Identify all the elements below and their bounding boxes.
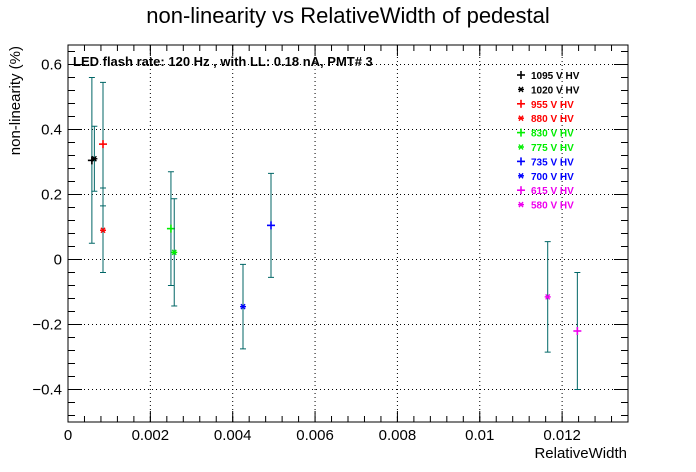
- legend-item: 1020 V HV: [518, 85, 580, 96]
- data-point: [99, 81, 107, 207]
- marker-stroke-d2: [100, 227, 106, 234]
- data-point: [240, 263, 246, 350]
- marker-stroke-d2: [171, 249, 177, 256]
- point-marker: [100, 227, 106, 234]
- point-marker: [91, 155, 98, 162]
- legend-marker: [517, 128, 525, 137]
- data-point: [100, 187, 106, 273]
- legend-item: 1095 V HV: [517, 71, 580, 82]
- data-point: [171, 198, 178, 307]
- legend-label: 615 V HV: [531, 186, 574, 197]
- y-tick-label: −0.2: [32, 317, 62, 334]
- legend-marker: [517, 157, 525, 166]
- marker-stroke-d2: [518, 201, 524, 208]
- legend-item: 955 V HV: [517, 99, 574, 111]
- point-marker: [99, 140, 107, 149]
- y-tick-label: 0.4: [41, 122, 62, 139]
- legend-item: 615 V HV: [517, 186, 574, 197]
- legend-label: 700 V HV: [531, 172, 574, 183]
- data-point: [544, 241, 551, 353]
- y-tick-label: −0.4: [32, 382, 62, 399]
- legend-marker: [517, 186, 525, 195]
- x-tick-label: 0: [64, 427, 72, 444]
- legend-item: 775 V HV: [518, 143, 574, 154]
- legend-marker: [518, 201, 524, 208]
- marker-stroke-d2: [518, 86, 524, 93]
- legend-item: 735 V HV: [517, 157, 574, 168]
- legend-label: 880 V HV: [531, 114, 574, 125]
- x-tick-label: 0.008: [379, 427, 417, 444]
- legend-label: 580 V HV: [531, 201, 574, 212]
- y-tick-label: 0.2: [41, 187, 62, 204]
- x-tick-label: 0.002: [132, 427, 170, 444]
- x-tick-label: 0.01: [465, 427, 494, 444]
- legend-label: 830 V HV: [531, 129, 574, 140]
- marker-stroke-d2: [518, 115, 524, 122]
- x-axis-title: RelativeWidth: [534, 445, 627, 462]
- legend-label: 775 V HV: [531, 143, 574, 154]
- data-point: [91, 125, 98, 192]
- marker-stroke-d2: [518, 144, 524, 150]
- legend-label: 735 V HV: [531, 157, 574, 168]
- legend-label: 1095 V HV: [531, 71, 580, 82]
- y-tick-label: 0.6: [41, 57, 62, 74]
- legend-marker: [518, 115, 524, 122]
- data-point: [573, 272, 582, 390]
- grid: [68, 45, 628, 422]
- point-marker: [573, 327, 582, 335]
- legend-item: 580 V HV: [518, 201, 574, 212]
- marker-stroke-d2: [240, 303, 246, 310]
- axis-ticks: 0 0.002 0.004 0.006 0.008 0.01 0.012 −0.4 −0.2 0 0…: [32, 45, 629, 444]
- x-tick-label: 0.004: [214, 427, 252, 444]
- legend-marker: [518, 86, 524, 93]
- legend-marker: [518, 144, 524, 150]
- legend-item: 830 V HV: [517, 128, 574, 140]
- legend-marker: [517, 71, 525, 79]
- x-tick-label: 0.012: [543, 427, 581, 444]
- legend-label: 1020 V HV: [531, 85, 580, 96]
- data-points: [87, 77, 582, 390]
- data-point: [267, 172, 275, 278]
- marker-stroke-d2: [545, 293, 551, 300]
- legend: 1095 V HV 1020 V HV 955 V HV 880 V HV 830 V …: [517, 71, 580, 212]
- point-marker: [544, 293, 551, 300]
- point-marker: [240, 303, 246, 310]
- legend-label: 955 V HV: [531, 100, 574, 111]
- y-tick-label: 0: [54, 252, 62, 269]
- legend-item: 700 V HV: [518, 172, 574, 183]
- point-marker: [166, 224, 175, 233]
- chart-title: non-linearity vs RelativeWidth of pedest…: [146, 3, 550, 28]
- point-marker: [267, 221, 275, 230]
- legend-item: 880 V HV: [518, 114, 574, 125]
- y-axis-title: non-linearity (%): [7, 46, 24, 155]
- x-tick-label: 0.006: [296, 427, 334, 444]
- marker-stroke-d2: [518, 172, 524, 179]
- point-marker: [171, 249, 178, 256]
- data-point: [166, 171, 175, 286]
- marker-stroke-d2: [91, 155, 97, 162]
- legend-marker: [517, 99, 525, 108]
- legend-marker: [518, 172, 524, 179]
- chart-annotation: LED flash rate: 120 Hz , with LL: 0.18 n…: [73, 54, 373, 69]
